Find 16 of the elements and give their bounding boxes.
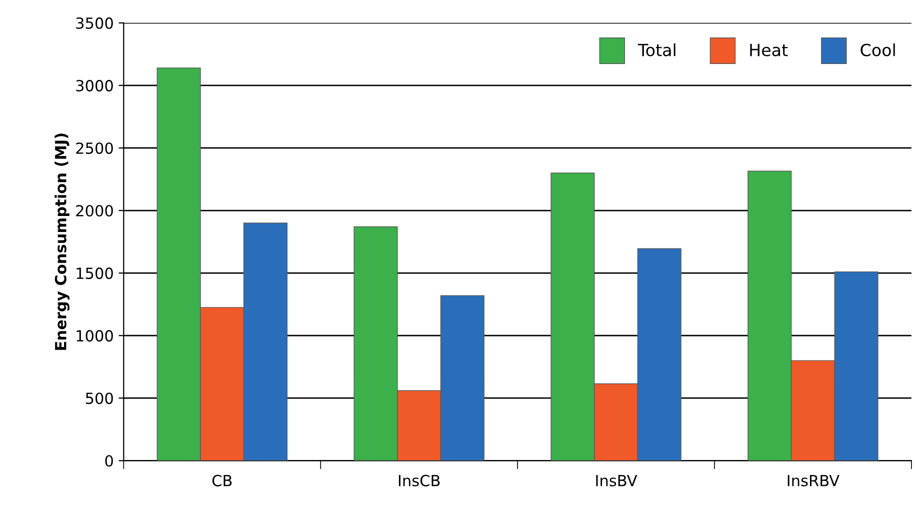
y-tick-label: 1000: [76, 330, 113, 342]
y-tick-label: 500: [86, 392, 113, 404]
legend-label: Cool: [860, 43, 895, 56]
y-tick-label: 3000: [76, 80, 113, 92]
x-tick-label: CB: [212, 474, 232, 486]
x-tick-label: InsBV: [596, 475, 638, 486]
y-tick-label: 2500: [76, 142, 113, 154]
y-tick-label: 1500: [76, 268, 113, 280]
y-tick-label: 3500: [76, 17, 113, 29]
y-tick-label: 2000: [76, 204, 113, 217]
y-tick-label: 0: [105, 455, 113, 467]
legend-label: Heat: [750, 44, 788, 56]
legend-label: Total: [638, 43, 676, 56]
x-tick-label: InsCB: [398, 474, 440, 486]
y-axis-title: Energy Consumption (MJ): [54, 134, 70, 350]
x-tick-label: InsRBV: [788, 475, 840, 486]
